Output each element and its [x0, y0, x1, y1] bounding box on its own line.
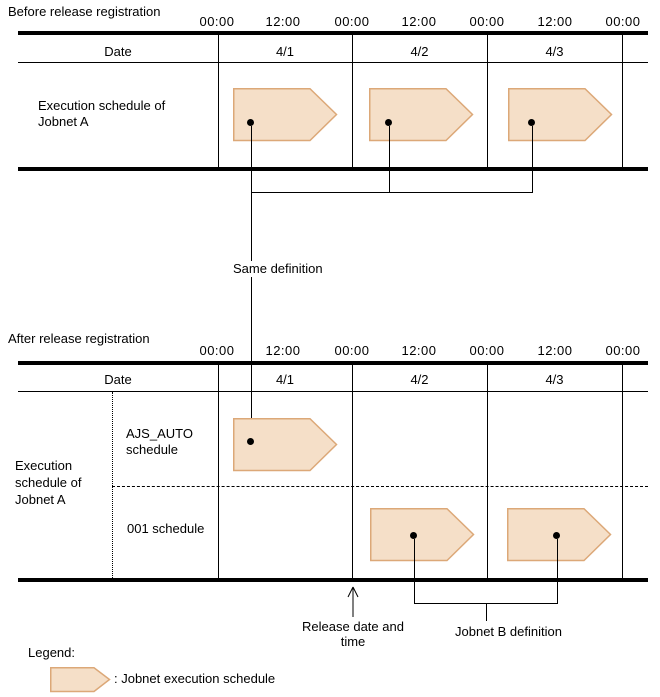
after-date-cell-3: 4/3 — [545, 372, 564, 387]
before-date-cell-2: 4/2 — [410, 44, 429, 59]
before-date-row-separator — [18, 62, 648, 63]
before-time-label-6: 00:00 — [605, 14, 641, 29]
jobnet-b-connector-left — [414, 539, 415, 603]
after-time-label-6: 00:00 — [605, 343, 641, 358]
jobnet-schedule-arrow-before-2 — [369, 88, 474, 142]
before-timeline-bar-bottom — [18, 167, 648, 171]
after-title: After release registration — [8, 331, 150, 346]
jobnet-schedule-arrow-after-1 — [233, 418, 338, 472]
schedule-point-dot-after-3 — [553, 532, 560, 539]
before-column-divider-2 — [352, 35, 353, 167]
same-definition-connector-left — [251, 126, 252, 442]
before-column-divider-1 — [218, 35, 219, 167]
before-time-label-5: 12:00 — [537, 14, 573, 29]
after-column-divider-4 — [622, 365, 623, 578]
release-time-up-arrow-icon — [347, 586, 359, 617]
schedule-point-dot-before-2 — [385, 119, 392, 126]
jobnet-b-connector-stub — [486, 603, 487, 621]
schedule-point-dot-before-3 — [528, 119, 535, 126]
before-time-label-4: 00:00 — [469, 14, 505, 29]
after-date-header: Date — [104, 372, 132, 387]
before-time-label-1: 12:00 — [265, 14, 301, 29]
legend-item-label: : Jobnet execution schedule — [114, 671, 276, 686]
after-time-label-4: 00:00 — [469, 343, 505, 358]
same-definition-connector-middle — [389, 126, 390, 193]
before-time-label-2: 00:00 — [334, 14, 370, 29]
after-time-label-3: 12:00 — [401, 343, 437, 358]
before-title: Before release registration — [8, 4, 161, 19]
legend-jobnet-schedule-arrow — [50, 667, 111, 693]
after-column-divider-2 — [352, 365, 353, 578]
schedule-001-label: 001 schedule — [127, 521, 205, 536]
after-date-cell-1: 4/1 — [275, 372, 295, 387]
before-time-label-0: 00:00 — [199, 14, 235, 29]
after-group-label-jobnet-a: Execution schedule of Jobnet A — [15, 458, 82, 507]
before-date-cell-1: 4/1 — [275, 44, 295, 59]
after-schedule-row-dashed-separator — [112, 486, 648, 487]
legend-title: Legend: — [28, 645, 75, 660]
jobnet-schedule-arrow-before-3 — [508, 88, 613, 142]
release-datetime-label: Release date and time — [302, 619, 404, 649]
before-column-divider-4 — [622, 35, 623, 167]
jobnet-b-definition-label: Jobnet B definition — [455, 624, 562, 639]
before-row-label-jobnet-a: Execution schedule of Jobnet A — [38, 98, 166, 129]
before-timeline-bar-top — [18, 31, 648, 35]
jobnet-schedule-arrow-after-2 — [370, 508, 475, 562]
schedule-point-dot-before-1 — [247, 119, 254, 126]
after-date-row-separator — [18, 391, 648, 392]
after-time-label-5: 12:00 — [537, 343, 573, 358]
after-date-cell-2: 4/2 — [410, 372, 429, 387]
jobnet-b-connector-right — [557, 539, 558, 603]
jobnet-schedule-arrow-before-1 — [233, 88, 338, 142]
before-column-divider-3 — [487, 35, 488, 167]
after-time-label-1: 12:00 — [265, 343, 301, 358]
after-column-divider-1 — [218, 365, 219, 578]
after-column-divider-3 — [487, 365, 488, 578]
schedule-point-dot-after-1 — [247, 438, 254, 445]
ajs-auto-schedule-label: AJS_AUTO schedule — [126, 426, 193, 457]
after-label-dotted-divider — [112, 392, 113, 578]
after-timeline-bar-top — [18, 361, 648, 365]
before-date-cell-3: 4/3 — [545, 44, 564, 59]
same-definition-connector-horizontal — [251, 192, 533, 193]
schedule-point-dot-after-2 — [410, 532, 417, 539]
same-definition-connector-right — [532, 126, 533, 193]
same-definition-label: Same definition — [231, 261, 325, 277]
before-time-label-3: 12:00 — [401, 14, 437, 29]
after-time-label-2: 00:00 — [334, 343, 370, 358]
after-timeline-bar-bottom — [18, 578, 648, 582]
before-date-header: Date — [104, 44, 132, 59]
after-time-label-0: 00:00 — [199, 343, 235, 358]
